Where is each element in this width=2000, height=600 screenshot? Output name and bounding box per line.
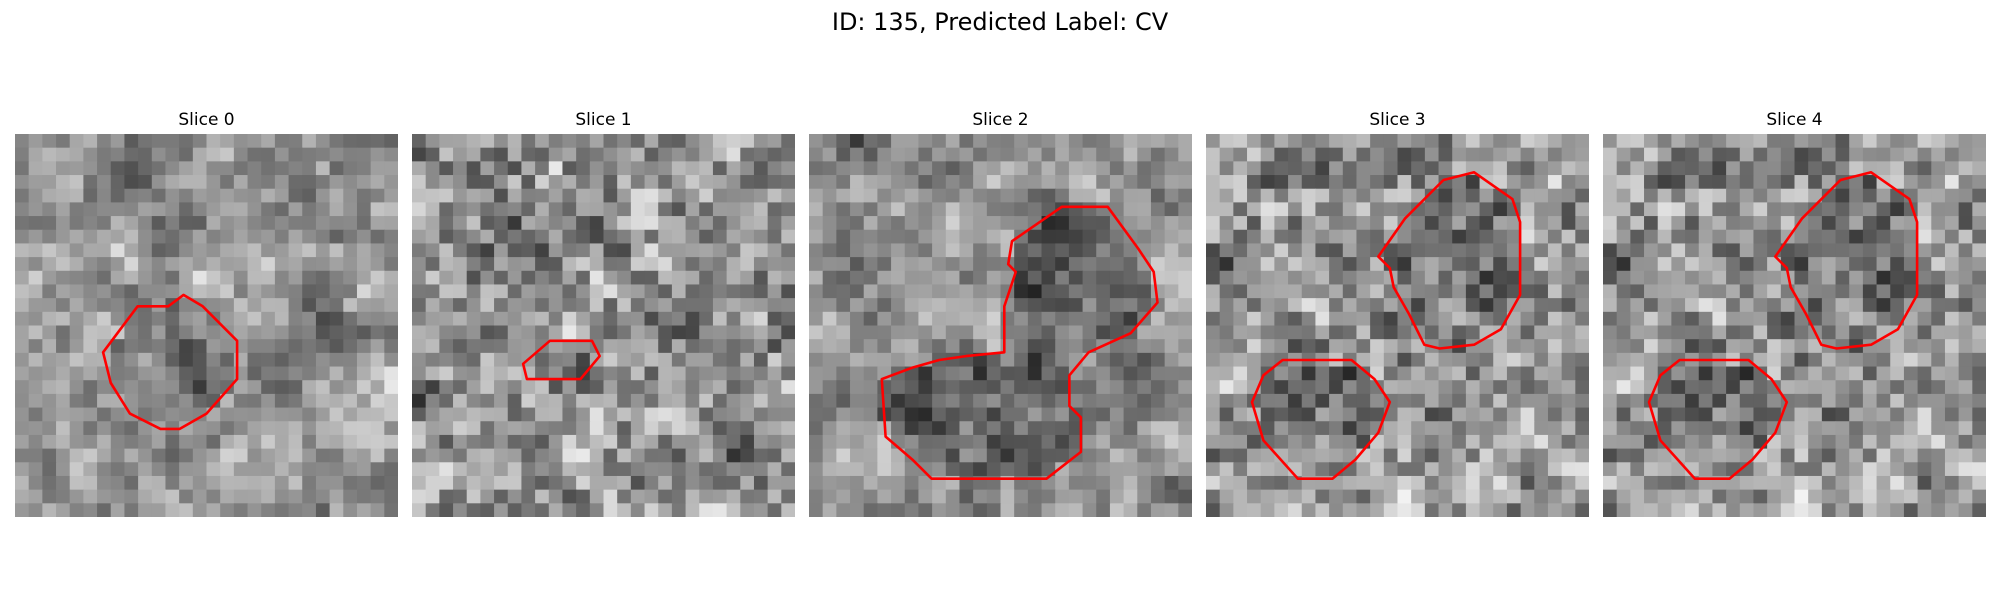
segmentation-contour [101,293,239,431]
segmentation-contour [1250,358,1392,481]
slice-image-2 [809,134,1192,517]
slice-image-3 [1206,134,1589,517]
slice-panel-4: Slice 4 [1603,108,1986,517]
slice-title-1: Slice 1 [575,110,632,130]
segmentation-contour [880,205,1159,481]
segmentation-contour [521,339,601,381]
slice-panel-0: Slice 0 [15,108,398,517]
slice-title-3: Slice 3 [1369,110,1426,130]
slice-image-0 [15,134,398,517]
figure-title: ID: 135, Predicted Label: CV [831,8,1169,36]
slice-panel-3: Slice 3 [1206,108,1589,517]
slice-panel-2: Slice 2 [809,108,1192,517]
slice-title-4: Slice 4 [1766,110,1823,130]
slice-image-1 [412,134,795,517]
slice-title-0: Slice 0 [178,110,235,130]
slice-title-2: Slice 2 [972,110,1029,130]
slice-image-4 [1603,134,1986,517]
segmentation-contour [1377,170,1522,350]
segmentation-contour [1774,170,1919,350]
segmentation-contour [1647,358,1789,481]
slice-panel-1: Slice 1 [412,108,795,517]
